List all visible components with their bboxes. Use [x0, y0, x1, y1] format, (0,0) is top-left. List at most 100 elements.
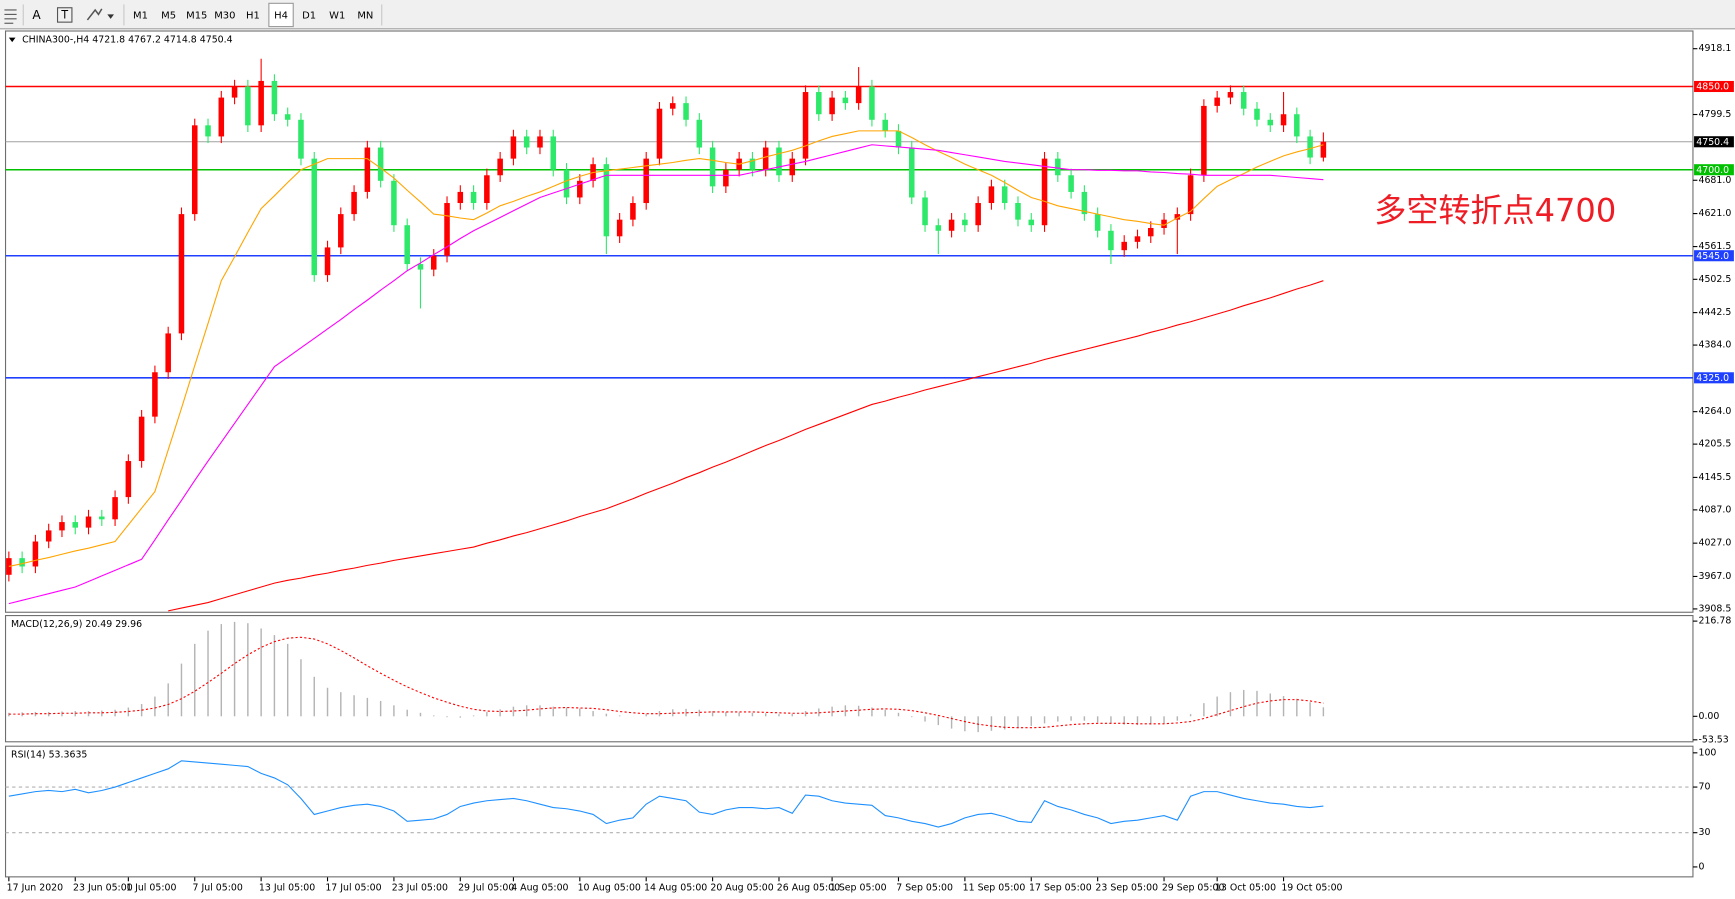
- lines-tool[interactable]: [4, 9, 17, 24]
- candle-body: [709, 147, 716, 187]
- candle-body: [749, 158, 756, 170]
- candle-body: [112, 497, 118, 520]
- timeframe-button[interactable]: H1: [246, 10, 260, 21]
- candle-body: [99, 516, 105, 520]
- x-tick-label: 7 Sep 05:00: [896, 882, 953, 893]
- candle-body: [816, 92, 822, 115]
- x-tick-label: 19 Oct 05:00: [1281, 882, 1342, 893]
- candle-body: [45, 530, 52, 542]
- candle-body: [1161, 219, 1167, 228]
- candle-body: [1041, 158, 1048, 226]
- candle-body: [908, 147, 915, 198]
- candle-body: [484, 175, 490, 204]
- candle-body: [391, 180, 397, 226]
- y-tick-label: 216.78: [1698, 616, 1731, 627]
- timeframe-button[interactable]: W1: [329, 10, 345, 21]
- objects-tool[interactable]: [86, 8, 114, 21]
- candle-body: [298, 119, 304, 159]
- text-tool[interactable]: A: [32, 8, 41, 22]
- candle-body: [444, 203, 450, 256]
- candle-body: [1201, 105, 1207, 176]
- candle-body: [762, 147, 769, 170]
- candle-body: [6, 558, 12, 575]
- candle-body: [338, 214, 344, 248]
- candle-body: [948, 219, 955, 231]
- x-tick-label: 23 Jun 05:00: [73, 882, 133, 893]
- candle-body: [324, 247, 331, 276]
- candle-body: [417, 264, 424, 270]
- x-tick-label: 4 Aug 05:00: [511, 882, 568, 893]
- candle-body: [245, 86, 251, 126]
- timeframe-group: M1 M5 M15 M30 H1 H4 D1 W1 MN: [133, 2, 373, 28]
- y-tick-label: 4918.1: [1698, 43, 1731, 54]
- y-tick-label: 3967.0: [1698, 571, 1731, 582]
- candle-body: [723, 169, 729, 187]
- candle-body: [869, 86, 875, 120]
- x-tick-label: 20 Aug 05:00: [710, 882, 773, 893]
- x-tick-label: 23 Sep 05:00: [1095, 882, 1158, 893]
- y-tick-label: 4561.5: [1698, 241, 1731, 252]
- candle-body: [776, 147, 782, 176]
- panel: [4, 745, 1694, 878]
- candle-body: [191, 125, 198, 215]
- candle-body: [882, 119, 888, 131]
- timeframe-button[interactable]: M1: [133, 10, 148, 21]
- candle-body: [138, 416, 145, 462]
- collapse-arrow[interactable]: [8, 37, 16, 43]
- label-tool[interactable]: T: [60, 8, 68, 21]
- timeframe-button[interactable]: H4: [274, 10, 288, 21]
- level-tag: [1694, 136, 1734, 148]
- candle-body: [165, 333, 171, 373]
- level-label: 4850.0: [1696, 82, 1729, 93]
- timeframe-button[interactable]: D1: [302, 10, 316, 21]
- timeframe-button[interactable]: M30: [214, 10, 235, 21]
- panel: [4, 615, 1694, 743]
- x-tick-label: 14 Aug 05:00: [644, 882, 707, 893]
- x-tick-label: 29 Sep 05:00: [1162, 882, 1225, 893]
- x-tick-label: 1 Jul 05:00: [126, 882, 176, 893]
- x-tick-label: 17 Jun 2020: [7, 882, 63, 893]
- timeframe-button[interactable]: M15: [186, 10, 207, 21]
- candle-body: [988, 186, 995, 204]
- timeframe-button[interactable]: MN: [357, 10, 373, 21]
- candle-body: [72, 522, 79, 528]
- candle-body: [1267, 119, 1274, 126]
- x-tick-label: 29 Jul 05:00: [458, 882, 514, 893]
- candle-body: [616, 219, 623, 237]
- y-tick-label: 70: [1698, 782, 1710, 793]
- candle-body: [537, 136, 543, 148]
- y-tick-label: 4027.0: [1698, 538, 1731, 549]
- candle-body: [152, 372, 158, 417]
- level-label: 4545.0: [1696, 251, 1729, 262]
- candle-body: [895, 130, 902, 148]
- candle-body: [1294, 114, 1300, 137]
- level-label: 4325.0: [1696, 373, 1729, 384]
- candle-body: [1068, 175, 1074, 192]
- level-label: 4750.4: [1696, 137, 1729, 148]
- candle-body: [829, 97, 835, 115]
- y-tick-label: 4502.5: [1698, 274, 1731, 285]
- moving-average: [8, 144, 1324, 605]
- candle-body: [1001, 186, 1008, 204]
- y-tick-label: 30: [1698, 827, 1710, 838]
- x-tick-label: 17 Jul 05:00: [325, 882, 381, 893]
- candle-body: [1134, 236, 1141, 242]
- y-tick-label: 4384.0: [1698, 340, 1731, 351]
- candle-body: [1121, 241, 1127, 251]
- candle-body: [962, 219, 968, 226]
- timeframe-button[interactable]: M5: [161, 10, 176, 21]
- candle-body: [1240, 92, 1247, 109]
- y-tick-label: 4264.0: [1698, 406, 1731, 417]
- x-tick-label: 13 Oct 05:00: [1215, 882, 1276, 893]
- candle-body: [59, 522, 65, 531]
- candle-body: [643, 158, 649, 204]
- candle-body: [855, 86, 862, 104]
- x-tick-label: 10 Aug 05:00: [578, 882, 641, 893]
- indicator-line: [8, 760, 1324, 828]
- candle-body: [231, 86, 238, 98]
- candle-body: [630, 203, 636, 220]
- candle-body: [1280, 114, 1287, 126]
- x-tick-label: 11 Sep 05:00: [963, 882, 1026, 893]
- y-tick-label: 4145.5: [1698, 472, 1731, 483]
